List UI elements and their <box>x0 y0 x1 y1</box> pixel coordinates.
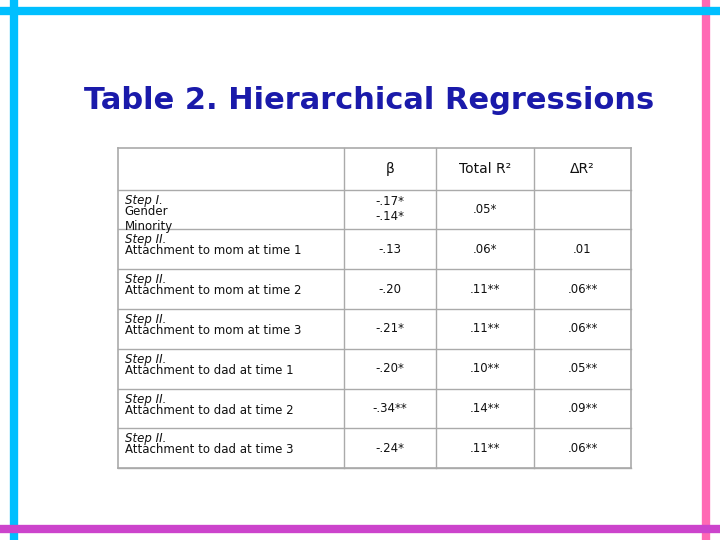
Text: .05*: .05* <box>473 203 497 216</box>
Text: Attachment to dad at time 3: Attachment to dad at time 3 <box>125 443 293 456</box>
Text: .05**: .05** <box>567 362 598 375</box>
Text: -.20*: -.20* <box>376 362 405 375</box>
Text: Attachment to mom at time 1: Attachment to mom at time 1 <box>125 245 301 258</box>
Text: Step I.: Step I. <box>125 193 163 207</box>
Text: Step II.: Step II. <box>125 233 166 246</box>
Text: Attachment to mom at time 2: Attachment to mom at time 2 <box>125 284 301 298</box>
Text: .06*: .06* <box>473 243 498 256</box>
Text: Total R²: Total R² <box>459 162 511 176</box>
Text: Step II.: Step II. <box>125 353 166 366</box>
Text: β: β <box>386 162 395 176</box>
Text: Attachment to dad at time 1: Attachment to dad at time 1 <box>125 364 293 377</box>
Text: Attachment to mom at time 3: Attachment to mom at time 3 <box>125 324 301 337</box>
Text: .10**: .10** <box>469 362 500 375</box>
Text: .06**: .06** <box>567 282 598 295</box>
Text: Gender
Minority: Gender Minority <box>125 205 173 233</box>
Text: .11**: .11** <box>469 282 500 295</box>
Text: Attachment to dad at time 2: Attachment to dad at time 2 <box>125 404 293 417</box>
Text: -.17*
-.14*: -.17* -.14* <box>376 195 405 224</box>
Text: .01: .01 <box>573 243 592 256</box>
Text: Step II.: Step II. <box>125 313 166 326</box>
Text: ΔR²: ΔR² <box>570 162 595 176</box>
Text: .11**: .11** <box>469 322 500 335</box>
Text: .11**: .11** <box>469 442 500 455</box>
Text: -.34**: -.34** <box>373 402 408 415</box>
Text: .09**: .09** <box>567 402 598 415</box>
Text: -.20: -.20 <box>379 282 402 295</box>
Text: -.24*: -.24* <box>376 442 405 455</box>
Text: -.21*: -.21* <box>376 322 405 335</box>
Text: Table 2. Hierarchical Regressions: Table 2. Hierarchical Regressions <box>84 85 654 114</box>
Text: .06**: .06** <box>567 322 598 335</box>
Text: -.13: -.13 <box>379 243 402 256</box>
Text: .14**: .14** <box>469 402 500 415</box>
Text: Step II.: Step II. <box>125 273 166 286</box>
Text: Step II.: Step II. <box>125 433 166 446</box>
Text: .06**: .06** <box>567 442 598 455</box>
Text: Step II.: Step II. <box>125 393 166 406</box>
